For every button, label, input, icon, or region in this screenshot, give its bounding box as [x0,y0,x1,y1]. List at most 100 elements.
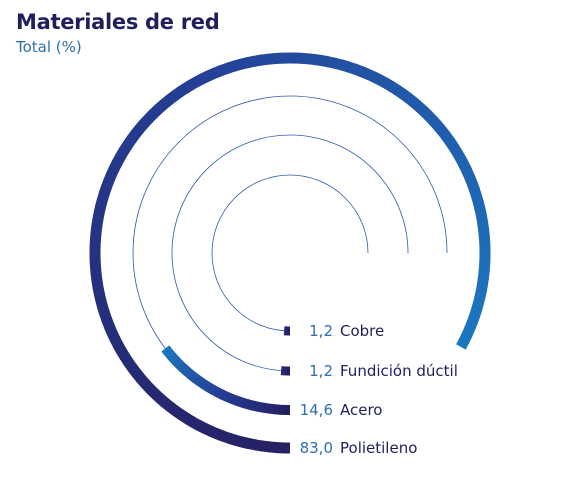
arc-segment-polietileno [201,423,214,437]
arc-segment-polietileno [193,73,207,87]
arc-segment-polietileno [473,201,486,212]
arc-segment-polietileno [464,174,478,187]
series-label-cobre: Cobre [340,322,384,340]
arc-segment-polietileno [206,67,219,81]
arc-segment-polietileno [112,341,127,354]
arc-segment-polietileno [458,162,473,174]
arc-segment-polietileno [98,184,112,196]
arc-segment-polietileno [99,311,113,323]
arc-segment-polietileno [333,57,344,71]
arc-segment-polietileno [266,53,276,65]
arc-segment-polietileno [477,221,490,231]
arc-segment-polietileno [103,171,117,184]
arc-segment-acero [167,352,180,365]
series-label-polietileno: Polietileno [340,439,417,457]
arc-segment-polietileno [469,307,482,319]
value-label-fundicion-ductil: 1,2 [309,362,333,380]
arc-segment-polietileno [139,114,154,128]
arc-segment-polietileno [471,194,484,205]
arc-segment-polietileno [475,282,489,292]
arc-segment-polietileno [97,305,111,316]
arc-segment-polietileno [461,326,475,339]
arc-segment-polietileno [441,132,455,146]
arc-segment-polietileno [466,314,480,326]
arc-segment-acero [230,394,240,406]
arc-segment-polietileno [183,413,196,427]
arc-segment-polietileno [437,127,451,140]
arc-segment-polietileno [135,119,149,133]
arc-segment-polietileno [424,111,438,125]
arc-segment-polietileno [399,89,412,103]
arc-segment-polietileno [478,228,490,238]
arc-segment-polietileno [475,214,489,225]
arc-segment-acero [267,403,275,415]
arc-segment-acero [251,400,260,412]
series-label-acero: Acero [340,401,383,419]
arc-segment-polietileno [119,141,133,154]
arc-segment-polietileno [177,409,190,424]
arc-segment-polietileno [464,320,478,332]
value-label-polietileno: 83,0 [300,439,333,457]
arc-segment-polietileno [246,55,256,69]
arc-segment-acero [179,363,191,376]
arc-segment-polietileno [352,63,364,77]
arc-segment-polietileno [91,218,104,228]
arc-segment-acero [200,379,212,392]
arc-segment-polietileno [240,436,251,450]
arc-segment-polietileno [171,405,185,420]
arc-segment-acero [161,345,173,356]
arc-segment-polietileno [170,87,184,101]
arc-segment-polietileno [212,65,225,79]
arc-segment-polietileno [115,147,129,160]
arc-segment-polietileno [232,58,244,72]
arc-segment-acero [245,399,255,411]
arc-segment-polietileno [364,68,377,82]
arc-segment-polietileno [140,379,155,393]
arc-segment-polietileno [370,71,383,85]
arc-segment-polietileno [456,338,469,350]
arc-segment-polietileno [247,438,258,451]
arc-segment-polietileno [176,83,189,97]
arc-segment-polietileno [96,191,110,203]
arc-segment-polietileno [268,441,277,454]
arc-segment-polietileno [214,428,226,442]
arc-segment-polietileno [307,53,317,66]
arc-segment-polietileno [207,425,220,440]
arc-segment-polietileno [149,104,163,118]
arc-segment-polietileno [144,109,158,123]
arc-segment-polietileno [159,95,173,110]
arc-segment-polietileno [187,76,201,90]
arc-segment-acero [235,396,245,408]
arc-segment-acero [191,373,203,386]
arc-segment-acero [224,392,235,404]
arc-segment-acero [164,348,176,360]
arc-segment-polietileno [106,165,120,178]
arc-segment-polietileno [104,323,118,336]
arc-segment-polietileno [119,353,134,366]
arc-segment-acero [256,401,265,413]
arc-segment-polietileno [90,272,103,283]
series-label-fundicion-ductil: Fundición dúctil [340,362,458,380]
arc-segment-polietileno [414,101,428,116]
arc-segment-polietileno [145,384,159,398]
arc-segment-polietileno [195,420,208,434]
arc-segment-acero [261,402,270,414]
arc-segment-polietileno [155,393,169,407]
arc-segment-polietileno [219,62,231,76]
value-label-acero: 14,6 [300,401,333,419]
arc-segment-polietileno [393,85,407,99]
arc-segment-polietileno [382,77,395,92]
arc-segment-polietileno [127,364,142,378]
arc-segment-polietileno [109,335,124,348]
arc-polietileno [89,52,491,454]
arc-segment-polietileno [358,66,370,80]
track-ring-fundicion-ductil [171,134,409,372]
arc-segment-polietileno [200,70,212,84]
arc-segment-polietileno [89,232,102,242]
arc-segment-polietileno [123,358,138,372]
arc-acero [161,345,291,415]
arc-segment-acero [183,367,195,380]
arc-segment-polietileno [326,56,337,69]
arc-segment-polietileno [92,285,105,296]
arc-segment-polietileno [474,207,487,218]
